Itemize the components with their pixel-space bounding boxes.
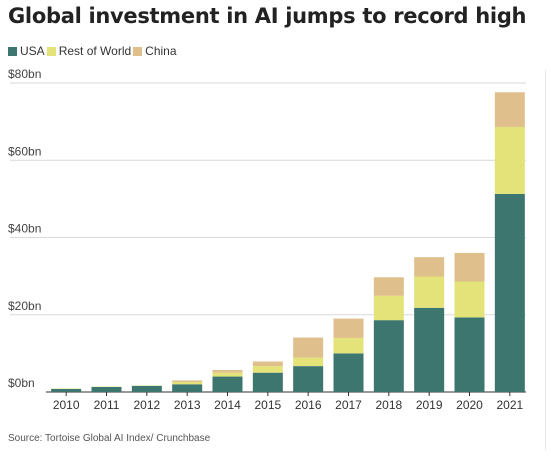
legend-swatch — [46, 46, 56, 56]
legend-item-rest-of-world: Rest of World — [46, 44, 132, 58]
x-tick-label: 2017 — [335, 398, 362, 412]
legend-swatch — [8, 46, 17, 56]
x-tick-label: 2016 — [295, 398, 322, 412]
y-tick-label: $80bn — [8, 67, 41, 81]
legend-label: China — [145, 44, 177, 58]
bar-segment-rest-of-world — [293, 357, 324, 367]
bar-segment-rest-of-world — [454, 281, 485, 318]
bar-segment-china — [494, 92, 525, 128]
bar-segment-rest-of-world — [252, 366, 283, 373]
bar-segment-rest-of-world — [373, 295, 404, 321]
bar-segment-usa — [252, 372, 283, 392]
bar-segment-rest-of-world — [172, 381, 203, 385]
bar-segment-rest-of-world — [414, 276, 445, 308]
bar-segment-china — [414, 257, 445, 277]
bar-segment-usa — [172, 384, 203, 392]
bar-segment-china — [212, 369, 243, 373]
bar-segment-china — [454, 252, 485, 282]
legend-label: Rest of World — [58, 44, 132, 58]
x-tick-label: 2015 — [254, 398, 281, 412]
legend-label: USA — [20, 44, 45, 58]
x-tick-label: 2013 — [174, 398, 201, 412]
bar-segment-usa — [414, 307, 445, 392]
y-tick-label: $60bn — [8, 144, 41, 158]
bar-segment-rest-of-world — [212, 372, 243, 377]
legend-item-usa: USA — [8, 44, 45, 58]
source-note: Source: Tortoise Global AI Index/ Crunch… — [8, 433, 211, 444]
x-tick-label: 2021 — [496, 398, 523, 412]
x-tick-label: 2020 — [456, 398, 483, 412]
frame-edge — [545, 70, 546, 450]
x-tick-label: 2011 — [94, 398, 120, 412]
x-tick-label: 2010 — [53, 398, 80, 412]
bar-segment-usa — [293, 366, 324, 392]
y-tick-label: $0bn — [8, 376, 35, 390]
legend-swatch — [133, 46, 143, 56]
bar-segment-usa — [91, 386, 122, 392]
x-tick-label: 2018 — [375, 398, 402, 412]
bar-segment-rest-of-world — [333, 337, 364, 354]
legend-item-china: China — [133, 44, 177, 58]
y-tick-label: $20bn — [8, 299, 41, 313]
bar-segment-usa — [494, 193, 525, 392]
bar-segment-usa — [454, 317, 485, 392]
x-tick-label: 2019 — [416, 398, 443, 412]
x-tick-label: 2012 — [133, 398, 160, 412]
chart-title: Global investment in AI jumps to record … — [8, 4, 527, 28]
bar-segment-china — [293, 337, 324, 358]
bar-segment-rest-of-world — [494, 127, 525, 194]
bar-segment-usa — [212, 376, 243, 392]
y-tick-label: $40bn — [8, 222, 41, 236]
bar-segment-china — [172, 380, 203, 382]
bar-segment-china — [252, 361, 283, 367]
bar-segment-china — [373, 277, 404, 296]
bar-segment-usa — [333, 353, 364, 392]
x-tick-label: 2014 — [214, 398, 241, 412]
bar-segment-usa — [373, 320, 404, 392]
bar-segment-usa — [131, 385, 162, 392]
bar-segment-usa — [51, 388, 82, 392]
legend: USA Rest of World China — [8, 44, 179, 58]
bar-segment-china — [333, 318, 364, 338]
